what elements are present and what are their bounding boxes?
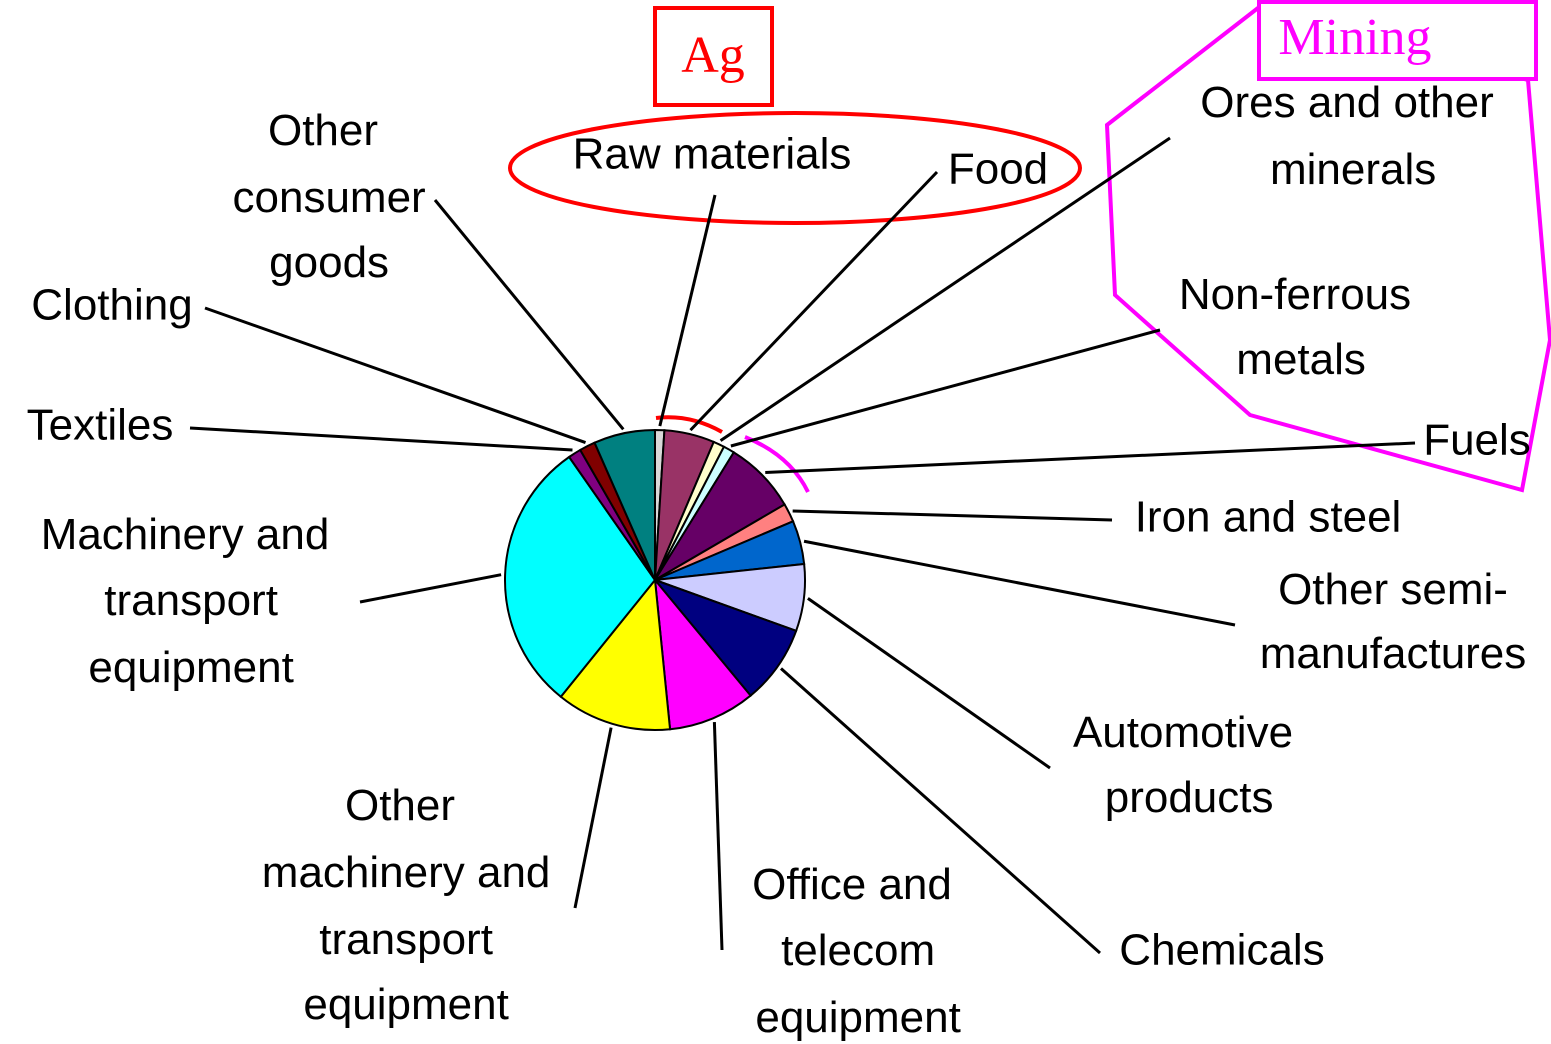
- pie-slice: [593, 428, 656, 581]
- leader-line: [573, 727, 613, 909]
- slice-label: Raw materials: [573, 130, 852, 179]
- slice-label: Office and telecom equipment: [743, 860, 961, 1042]
- slice-label: Non-ferrous metals: [1179, 270, 1411, 384]
- slice-label: Ores and other minerals: [1200, 78, 1494, 194]
- annotation: Mining: [1278, 9, 1431, 66]
- slice-label: Other semi-manufactures: [1260, 565, 1527, 678]
- ag-ellipse: [508, 111, 1082, 225]
- leader-line: [792, 509, 1113, 522]
- slice-label: Chemicals: [1119, 926, 1324, 975]
- slice-label: Clothing: [31, 281, 192, 330]
- ag-box: [653, 6, 774, 107]
- slice-label: Other consumer goods: [220, 106, 425, 287]
- slice-label: Iron and steel: [1135, 493, 1402, 542]
- pie-slice: [559, 577, 672, 731]
- slice-label: Fuels: [1423, 416, 1531, 465]
- pie-slice: [653, 576, 753, 731]
- leader-line: [779, 667, 1101, 955]
- slice-label: Textiles: [27, 401, 174, 450]
- slice-label: Automotive products: [1073, 708, 1293, 822]
- leader-line: [730, 328, 1161, 448]
- slice-label: Machinery and transport equipment: [41, 510, 330, 692]
- leader-line: [719, 136, 1171, 442]
- leader-line: [359, 573, 502, 604]
- leader-line: [803, 539, 1236, 627]
- leader-line: [712, 722, 724, 951]
- leader-line: [204, 306, 587, 444]
- leader-line: [658, 194, 717, 427]
- leader-line: [189, 426, 573, 452]
- slice-label: Food: [948, 145, 1048, 194]
- annotation: Ag: [681, 27, 745, 84]
- pie-slice: [504, 455, 657, 699]
- leader-line: [807, 597, 1051, 770]
- leader-line: [765, 441, 1416, 474]
- leader-line: [689, 170, 939, 432]
- mining-box: [1257, 0, 1538, 81]
- slice-label: Other machinery and transport equipment: [250, 781, 551, 1029]
- leader-line: [433, 199, 625, 431]
